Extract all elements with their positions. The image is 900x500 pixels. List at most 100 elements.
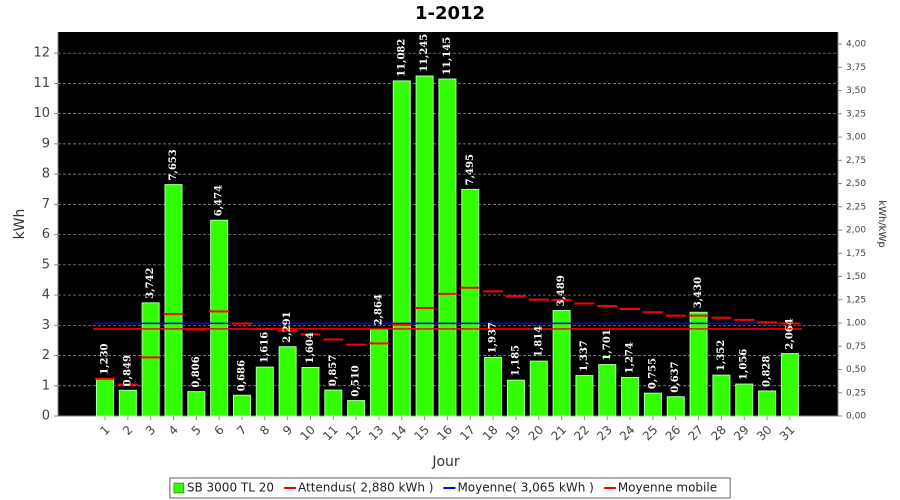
bar <box>369 328 388 417</box>
y-tick-label: 11 <box>33 76 50 91</box>
x-tick-label: 10 <box>297 423 318 444</box>
y-tick-label: 5 <box>42 257 50 272</box>
x-tick-label: 5 <box>189 423 204 438</box>
legend-label: Moyenne mobile <box>618 481 717 495</box>
bar <box>712 374 731 417</box>
x-tick-label: 25 <box>640 423 661 444</box>
value-label: 6,474 <box>214 185 225 216</box>
y2-tick-label: 2,50 <box>846 179 866 189</box>
y2-tick-label: 0,50 <box>846 365 866 375</box>
x-tick-label: 24 <box>617 423 638 444</box>
bar <box>347 400 366 417</box>
y2-tick-label: 4,00 <box>846 40 866 50</box>
bar <box>415 75 434 417</box>
value-label: 0,510 <box>351 365 362 396</box>
bar <box>506 379 525 417</box>
x-tick-label: 11 <box>320 423 341 444</box>
legend-label: SB 3000 TL 20 <box>187 481 274 495</box>
x-tick-label: 16 <box>434 423 455 444</box>
y2-tick-label: 1,00 <box>846 319 866 329</box>
x-tick-label: 31 <box>777 423 798 444</box>
x-tick-label: 7 <box>234 423 249 438</box>
y-tick-label: 0 <box>42 409 50 424</box>
value-label: 7,653 <box>168 149 179 180</box>
legend-label: Attendus( 2,880 kWh ) <box>298 481 433 495</box>
bar <box>575 375 594 417</box>
value-label: 2,064 <box>784 318 795 349</box>
bar <box>552 310 571 417</box>
bar <box>643 392 662 417</box>
value-label: 3,742 <box>145 268 156 299</box>
value-label: 3,430 <box>693 277 704 308</box>
y2-tick-label: 3,75 <box>846 63 866 73</box>
value-label: 0,857 <box>328 355 339 386</box>
value-label: 7,495 <box>465 154 476 185</box>
y-tick-label: 12 <box>33 46 50 61</box>
bar <box>484 356 503 417</box>
bar <box>666 396 685 417</box>
value-label: 1,604 <box>305 332 316 363</box>
y-tick-label: 2 <box>42 348 50 363</box>
value-label: 1,185 <box>510 345 521 376</box>
bar <box>164 184 183 417</box>
y-tick-label: 6 <box>42 227 50 242</box>
value-label: 1,337 <box>579 340 590 371</box>
x-tick-label: 15 <box>412 423 433 444</box>
x-tick-label: 26 <box>663 423 684 444</box>
value-label: 11,082 <box>396 39 407 77</box>
y-tick-label: 9 <box>42 136 50 151</box>
value-label: 0,686 <box>236 360 247 391</box>
y-tick-label: 8 <box>42 167 50 182</box>
value-label: 1,274 <box>625 342 636 373</box>
x-tick-label: 2 <box>120 423 135 438</box>
value-label: 2,291 <box>282 311 293 342</box>
x-tick-label: 22 <box>571 423 592 444</box>
value-label: 1,616 <box>259 332 270 363</box>
y-tick-label: 7 <box>42 197 50 212</box>
y2-tick-label: 0,75 <box>846 342 866 352</box>
bar <box>689 311 708 417</box>
bar <box>278 346 297 417</box>
x-tick-label: 9 <box>280 423 295 438</box>
value-label: 0,849 <box>122 355 133 386</box>
y2-tick-label: 2,25 <box>846 202 866 212</box>
bar <box>255 366 274 417</box>
x-tick-label: 14 <box>389 423 410 444</box>
y-tick-label: 10 <box>33 106 50 121</box>
value-label: 1,230 <box>100 343 111 374</box>
value-label: 1,937 <box>488 322 499 353</box>
bar <box>96 378 114 417</box>
bar <box>210 219 229 417</box>
x-tick-label: 18 <box>480 423 501 444</box>
y-tick-label: 3 <box>42 318 50 333</box>
x-tick-label: 27 <box>685 423 706 444</box>
value-label: 11,245 <box>419 34 430 72</box>
value-label: 11,145 <box>442 37 453 75</box>
bar <box>187 391 206 417</box>
y-tick-label: 1 <box>42 378 50 393</box>
y2-tick-label: 3,50 <box>846 86 866 96</box>
y2-tick-label: 1,25 <box>846 295 866 305</box>
y2-tick-label: 2,75 <box>846 156 866 166</box>
y2-tick-label: 0,25 <box>846 388 866 398</box>
x-tick-label: 12 <box>343 423 364 444</box>
y2-tick-label: 3,25 <box>846 109 866 119</box>
x-tick-label: 4 <box>166 423 181 438</box>
value-label: 0,755 <box>647 358 658 389</box>
x-tick-label: 3 <box>143 423 158 438</box>
value-label: 0,637 <box>670 361 681 392</box>
bar <box>735 383 754 417</box>
y2-tick-label: 1,75 <box>846 249 866 259</box>
x-tick-label: 1 <box>97 423 112 438</box>
chart-title: 1-2012 <box>415 3 485 24</box>
y2-tick-label: 0,00 <box>846 412 866 422</box>
legend-label: Moyenne( 3,065 kWh ) <box>457 481 593 495</box>
value-label: 1,352 <box>716 340 727 371</box>
y2-tick-label: 2,00 <box>846 226 866 236</box>
bar <box>232 394 251 417</box>
y2-tick-label: 1,50 <box>846 272 866 282</box>
x-tick-label: 21 <box>548 423 569 444</box>
value-label: 0,806 <box>191 356 202 387</box>
bar <box>301 367 320 417</box>
